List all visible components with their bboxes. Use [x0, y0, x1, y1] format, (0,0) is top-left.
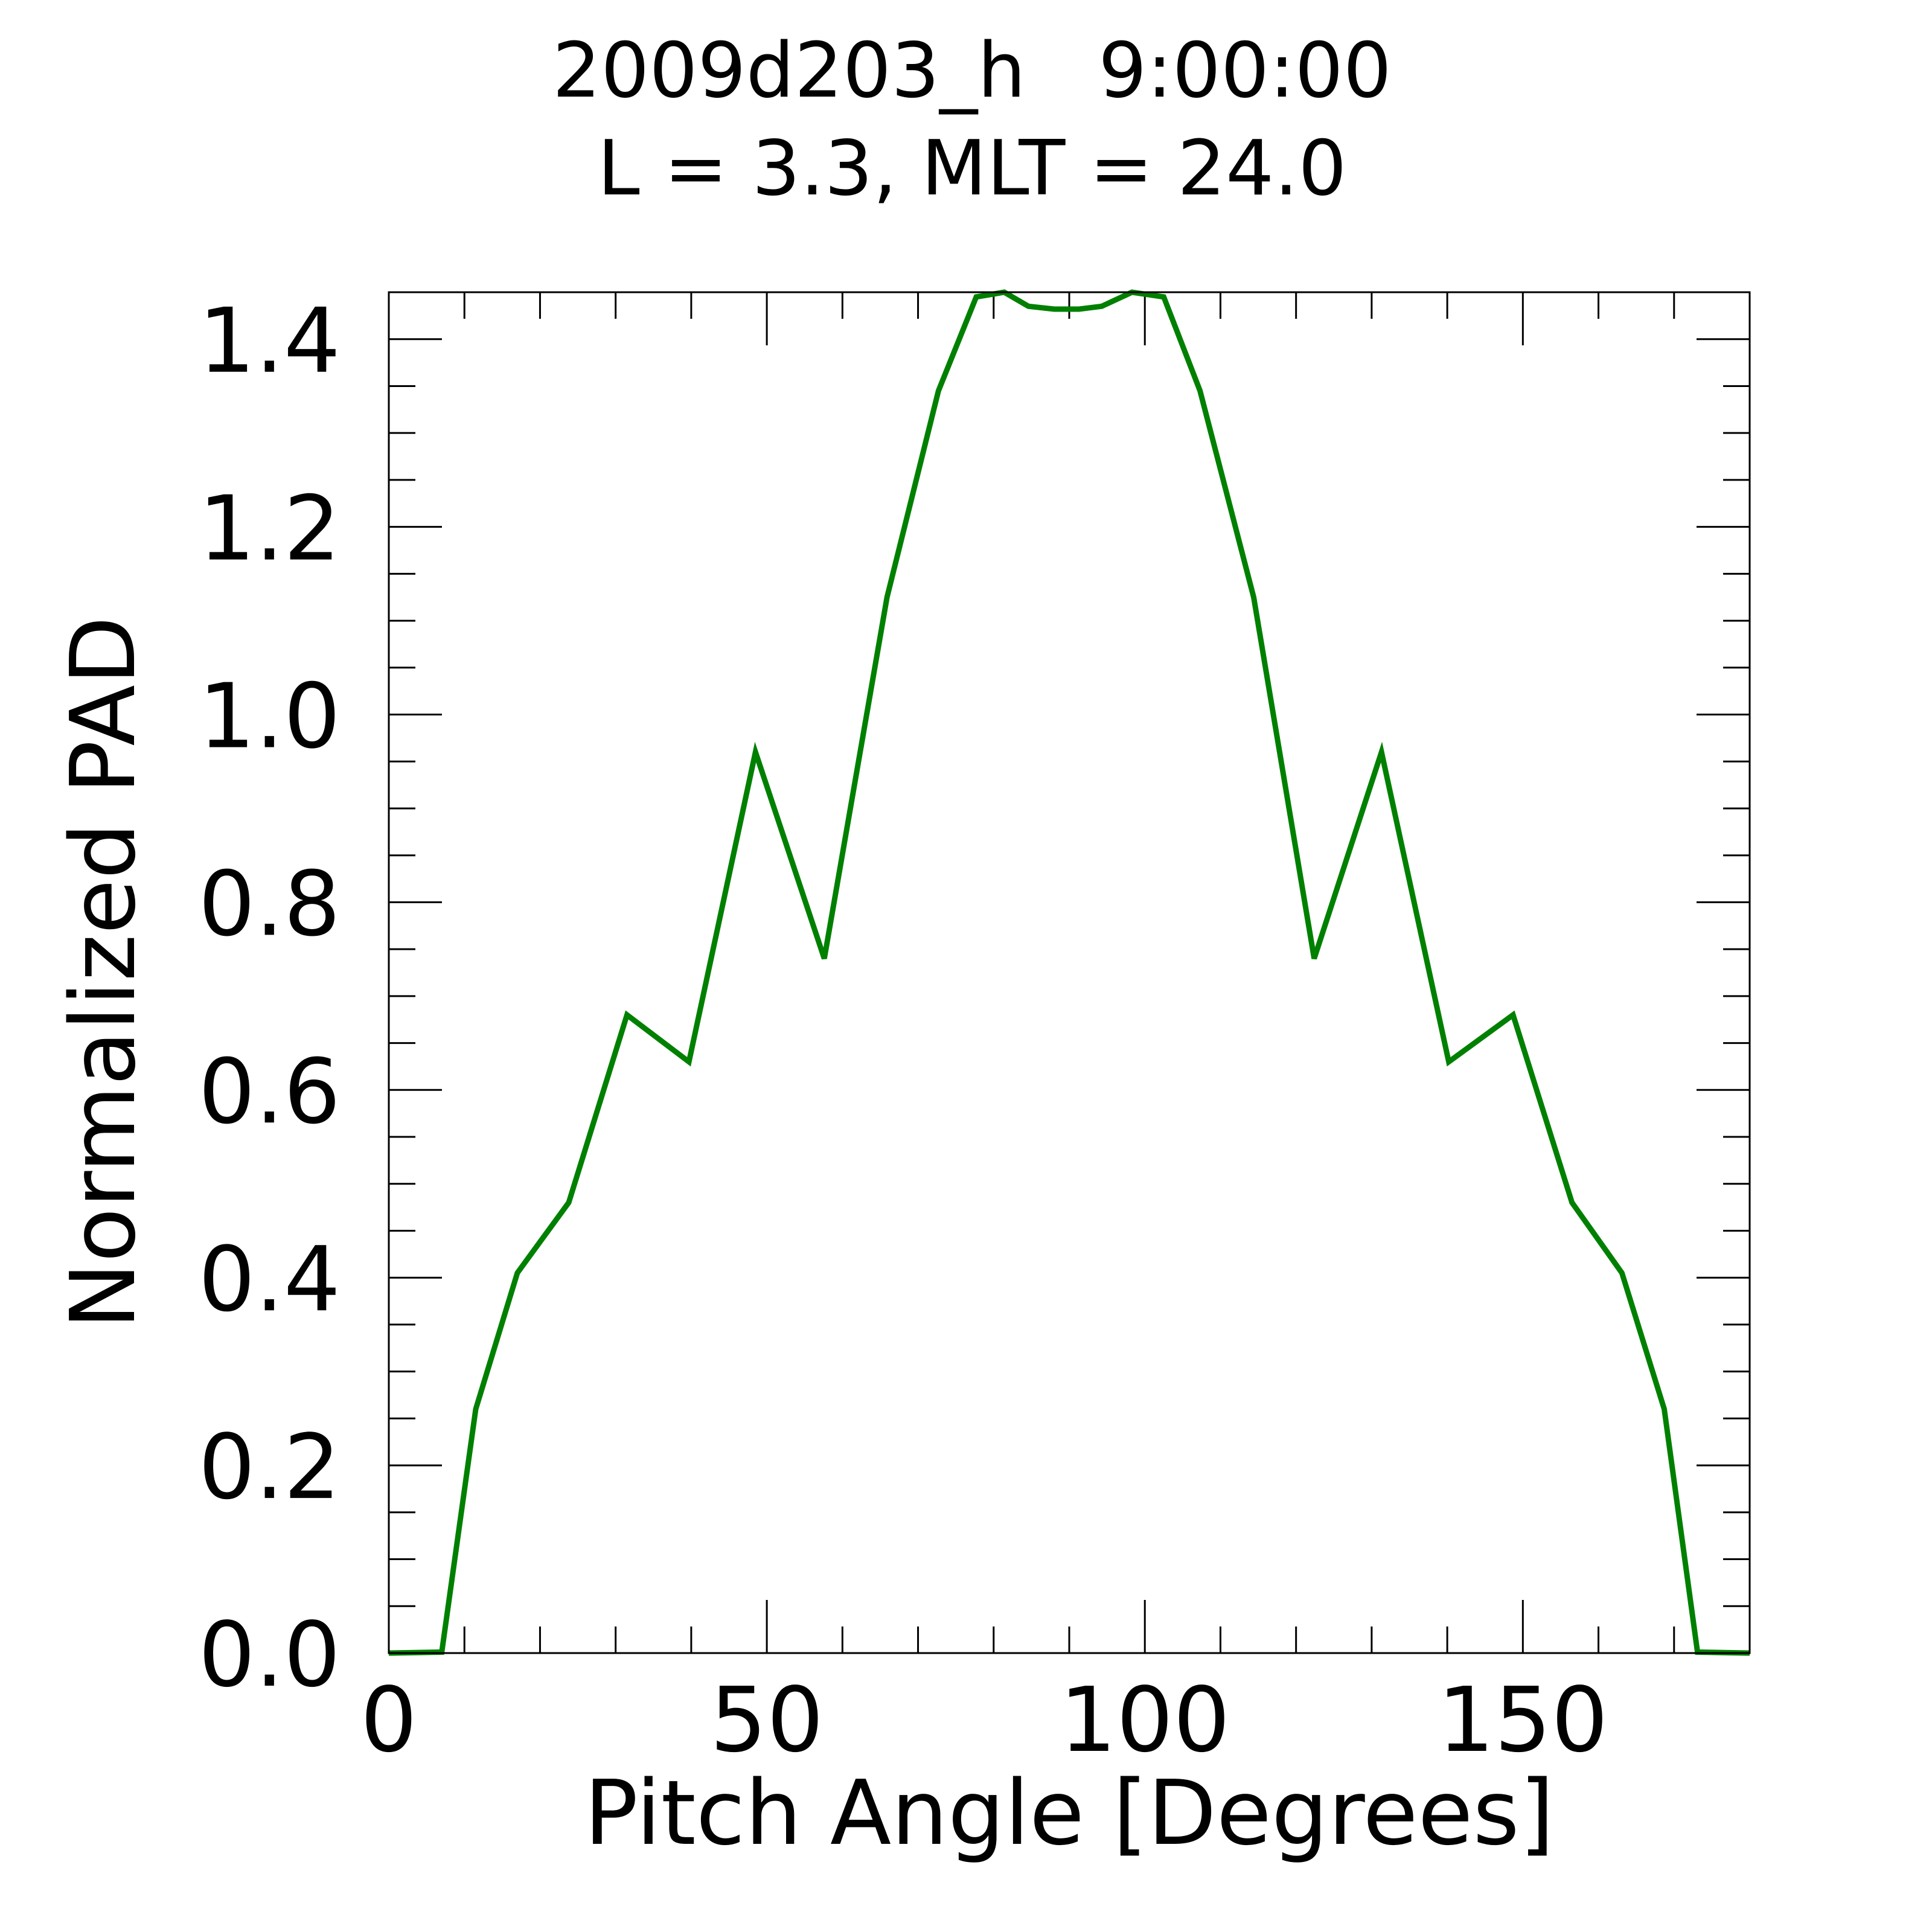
y-tick-label: 0.0 — [199, 1603, 341, 1707]
x-tick-label: 50 — [710, 1668, 824, 1772]
data-series — [388, 289, 1750, 1656]
plot-frame — [388, 291, 1751, 1654]
y-axis-label: Normalized PAD — [51, 616, 155, 1329]
tick-labels: 0 50 100 150 0.0 0.2 0.4 0.6 0.8 1.0 1.2 1.4 — [199, 289, 1608, 1772]
y-tick-label: 0.2 — [199, 1415, 341, 1519]
chart-subtitle: L = 3.3, MLT = 24.0 — [597, 124, 1346, 213]
x-tick-label: 100 — [1060, 1668, 1230, 1772]
x-tick-label: 150 — [1438, 1668, 1608, 1772]
x-tick-label: 0 — [360, 1668, 417, 1772]
y-tick-label: 0.4 — [199, 1227, 341, 1331]
y-tick-label: 0.6 — [199, 1040, 341, 1144]
y-tick-label: 1.2 — [199, 477, 341, 581]
series-line — [388, 289, 1750, 1656]
y-tick-label: 0.8 — [199, 852, 341, 956]
axis-ticks — [388, 291, 1751, 1654]
x-axis-label: Pitch Angle [Degrees] — [584, 1761, 1555, 1865]
y-tick-label: 1.0 — [199, 665, 341, 769]
chart-title: 2009d203_h 9:00:00 — [552, 26, 1392, 115]
y-tick-label: 1.4 — [199, 289, 341, 393]
